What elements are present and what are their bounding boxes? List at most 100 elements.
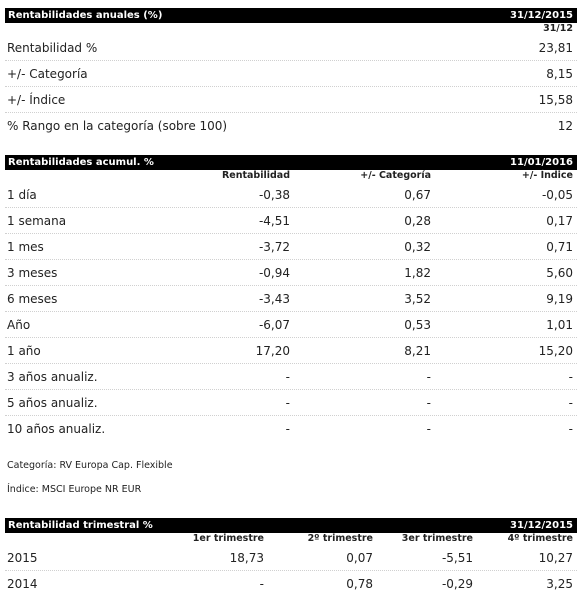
row-label: % Rango en la categoría (sobre 100) <box>7 119 228 133</box>
table-row: +/- Categoría 8,15 <box>5 61 577 87</box>
quarterly-returns-section: Rentabilidad trimestral % 31/12/2015 1er… <box>5 518 577 597</box>
row-label: +/- Índice <box>7 93 66 107</box>
row-label: 3 meses <box>7 266 58 280</box>
annual-returns-title: Rentabilidades anuales (%) <box>8 10 163 21</box>
table-row: 1 año 17,20 8,21 15,20 <box>5 338 577 364</box>
cumulative-returns-column-header: Rentabilidad +/- Categoría +/- Índice <box>5 170 577 182</box>
table-row: +/- Índice 15,58 <box>5 87 577 113</box>
cell-categoria: 0,32 <box>404 240 431 254</box>
quarterly-returns-table: 2015 18,73 0,07 -5,51 10,27 2014 - 0,78 … <box>5 545 577 597</box>
cumulative-returns-header: Rentabilidades acumul. % 11/01/2016 <box>5 155 577 170</box>
table-row: 5 años anualiz. - - - <box>5 390 577 416</box>
row-label: 5 años anualiz. <box>7 396 98 410</box>
table-row: 1 mes -3,72 0,32 0,71 <box>5 234 577 260</box>
cumulative-returns-section: Rentabilidades acumul. % 11/01/2016 Rent… <box>5 155 577 442</box>
row-label: 3 años anualiz. <box>7 370 98 384</box>
row-label: 1 año <box>7 344 41 358</box>
table-row: 2015 18,73 0,07 -5,51 10,27 <box>5 545 577 571</box>
cell-indice: - <box>568 422 573 436</box>
quarterly-returns-title: Rentabilidad trimestral % <box>8 520 153 531</box>
table-row: 6 meses -3,43 3,52 9,19 <box>5 286 577 312</box>
cell-rentabilidad: 17,20 <box>255 344 290 358</box>
cell-rentabilidad: -3,72 <box>258 240 290 254</box>
row-value: 15,58 <box>538 93 573 107</box>
cumulative-returns-title: Rentabilidades acumul. % <box>8 157 154 168</box>
annual-returns-section: Rentabilidades anuales (%) 31/12/2015 31… <box>5 8 577 139</box>
cell-indice: 0,17 <box>546 214 573 228</box>
col-indice: +/- Índice <box>521 170 573 181</box>
cell-indice: - <box>568 370 573 384</box>
row-value: 8,15 <box>546 67 573 81</box>
cell-q2: 0,07 <box>346 551 373 565</box>
col-q2: 2º trimestre <box>307 533 373 544</box>
index-note: Índice: MSCI Europe NR EUR <box>7 484 142 495</box>
table-row: % Rango en la categoría (sobre 100) 12 <box>5 113 577 139</box>
col-categoria: +/- Categoría <box>360 170 431 181</box>
cell-categoria: 0,53 <box>404 318 431 332</box>
cell-q1: 18,73 <box>229 551 264 565</box>
cell-q3: -0,29 <box>441 577 473 591</box>
row-label: 1 mes <box>7 240 44 254</box>
cell-indice: 9,19 <box>546 292 573 306</box>
quarterly-returns-date: 31/12/2015 <box>510 520 573 531</box>
row-label: 2014 <box>7 577 38 591</box>
col-rentabilidad: Rentabilidad <box>221 170 290 181</box>
cell-rentabilidad: -4,51 <box>258 214 290 228</box>
cell-categoria: 1,82 <box>404 266 431 280</box>
cumulative-returns-table: 1 día -0,38 0,67 -0,05 1 semana -4,51 0,… <box>5 182 577 442</box>
cell-indice: 15,20 <box>538 344 573 358</box>
table-row: 3 años anualiz. - - - <box>5 364 577 390</box>
cell-rentabilidad: -0,94 <box>258 266 290 280</box>
cell-rentabilidad: - <box>285 396 290 410</box>
table-row: 1 día -0,38 0,67 -0,05 <box>5 182 577 208</box>
cumulative-returns-date: 11/01/2016 <box>510 157 573 168</box>
cell-indice: 5,60 <box>546 266 573 280</box>
cell-q4: 3,25 <box>546 577 573 591</box>
col-q4: 4º trimestre <box>507 533 573 544</box>
cell-q2: 0,78 <box>346 577 373 591</box>
cell-categoria: 8,21 <box>404 344 431 358</box>
row-label: 2015 <box>7 551 38 565</box>
cell-q4: 10,27 <box>538 551 573 565</box>
cell-q1: - <box>259 577 264 591</box>
cell-rentabilidad: -3,43 <box>258 292 290 306</box>
table-row: 10 años anualiz. - - - <box>5 416 577 442</box>
cell-categoria: - <box>426 370 431 384</box>
row-label: Año <box>7 318 31 332</box>
cell-rentabilidad: -0,38 <box>258 188 290 202</box>
cell-indice: 1,01 <box>546 318 573 332</box>
cell-categoria: - <box>426 422 431 436</box>
annual-returns-table: Rentabilidad % 23,81 +/- Categoría 8,15 … <box>5 35 577 139</box>
row-label: 1 semana <box>7 214 67 228</box>
cell-categoria: - <box>426 396 431 410</box>
cell-categoria: 3,52 <box>404 292 431 306</box>
col-q1: 1er trimestre <box>192 533 264 544</box>
cell-indice: 0,71 <box>546 240 573 254</box>
category-note: Categoría: RV Europa Cap. Flexible <box>7 460 173 471</box>
row-label: 10 años anualiz. <box>7 422 106 436</box>
quarterly-returns-column-header: 1er trimestre 2º trimestre 3er trimestre… <box>5 533 577 545</box>
cell-rentabilidad: -6,07 <box>258 318 290 332</box>
table-row: 2014 - 0,78 -0,29 3,25 <box>5 571 577 597</box>
table-row: 3 meses -0,94 1,82 5,60 <box>5 260 577 286</box>
table-row: 1 semana -4,51 0,28 0,17 <box>5 208 577 234</box>
row-label: 1 día <box>7 188 37 202</box>
row-value: 12 <box>557 119 573 133</box>
cell-rentabilidad: - <box>285 370 290 384</box>
annual-returns-date: 31/12/2015 <box>510 10 573 21</box>
cell-categoria: 0,67 <box>404 188 431 202</box>
row-label: 6 meses <box>7 292 58 306</box>
cell-rentabilidad: - <box>285 422 290 436</box>
annual-returns-column-header: 31/12 <box>5 23 577 35</box>
row-label: +/- Categoría <box>7 67 88 81</box>
annual-returns-col-date: 31/12 <box>543 23 573 34</box>
annual-returns-header: Rentabilidades anuales (%) 31/12/2015 <box>5 8 577 23</box>
cell-q3: -5,51 <box>441 551 473 565</box>
table-row: Rentabilidad % 23,81 <box>5 35 577 61</box>
col-q3: 3er trimestre <box>401 533 473 544</box>
cell-categoria: 0,28 <box>404 214 431 228</box>
quarterly-returns-header: Rentabilidad trimestral % 31/12/2015 <box>5 518 577 533</box>
table-row: Año -6,07 0,53 1,01 <box>5 312 577 338</box>
cell-indice: - <box>568 396 573 410</box>
row-value: 23,81 <box>538 41 573 55</box>
